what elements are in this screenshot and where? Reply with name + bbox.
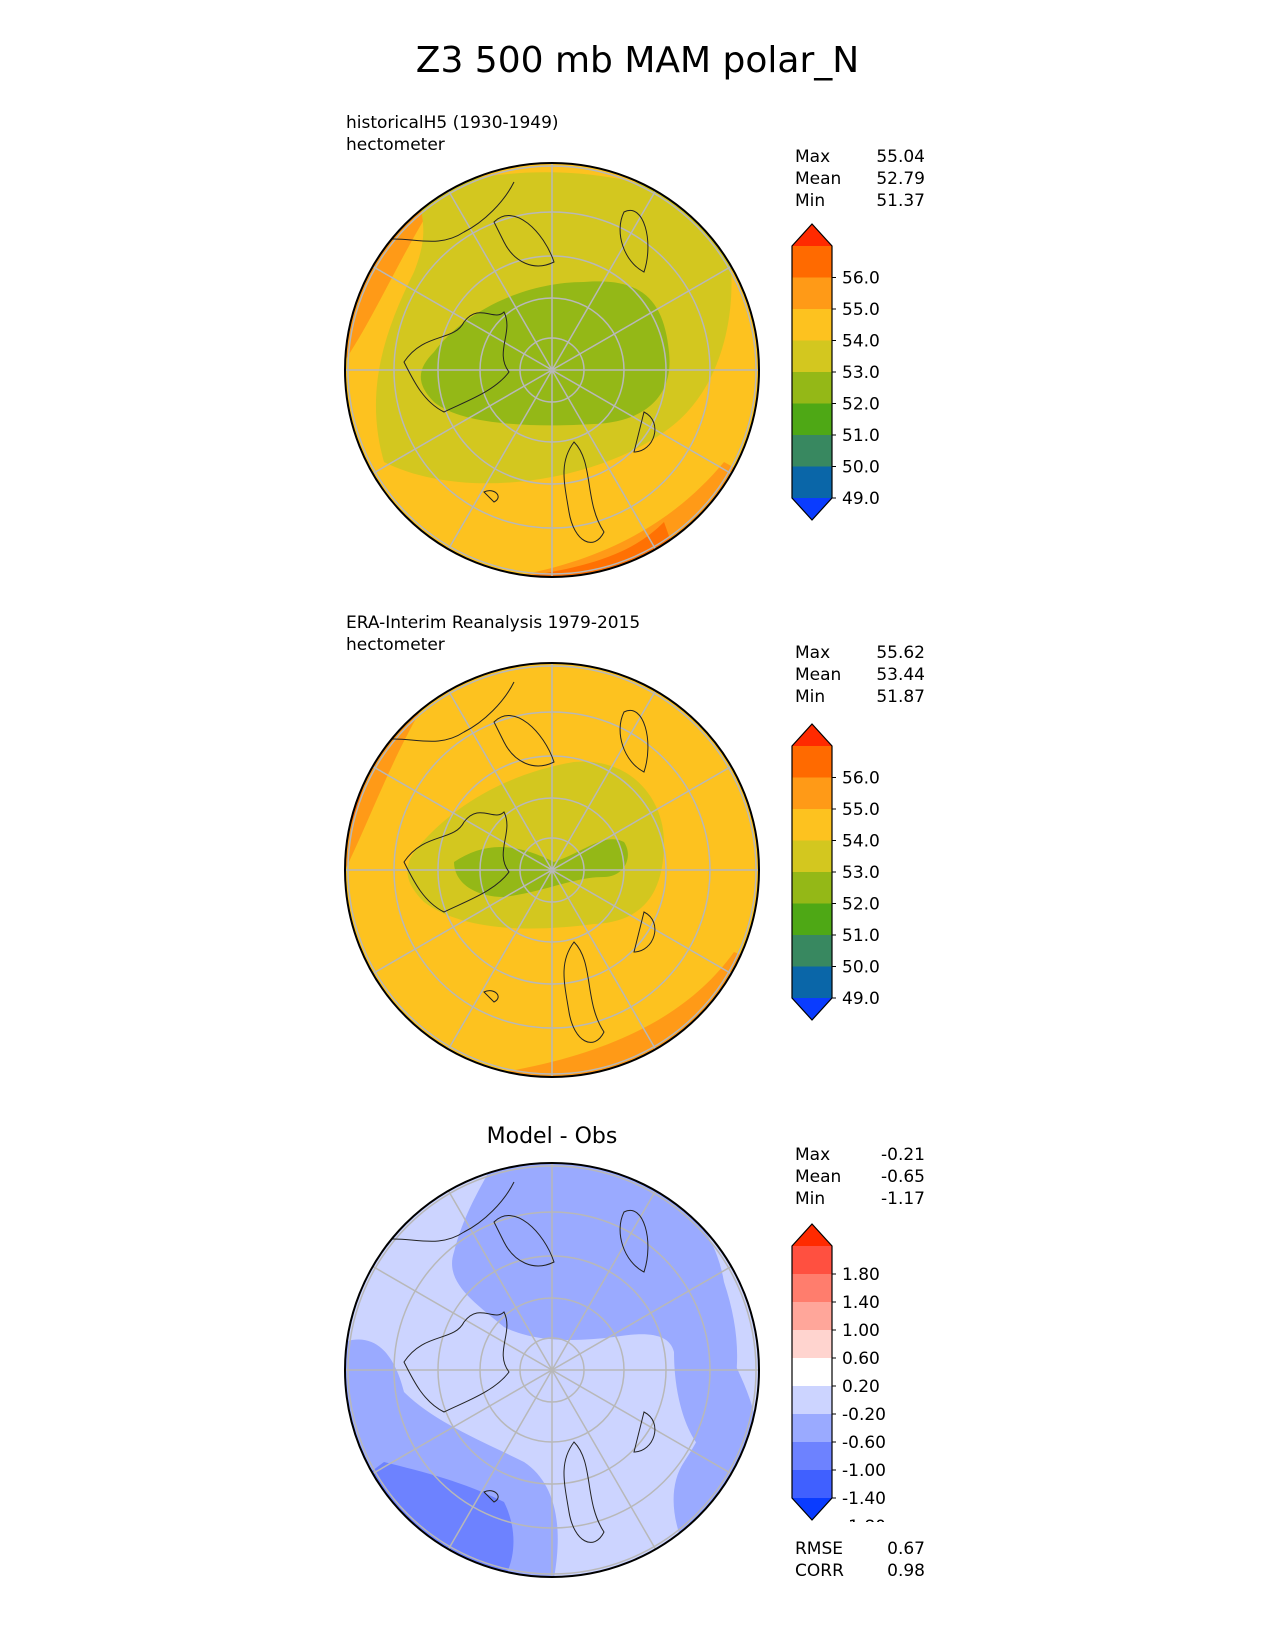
panel-3-map-border (344, 1162, 760, 1578)
panel-2-colorbar-tick-label: 50.0 (842, 958, 880, 978)
panel-3-colorbar-tick-label: 1.00 (842, 1321, 880, 1341)
panel-3-colorbar-segment (792, 1274, 832, 1303)
panel-2-case-name: ERA-Interim Reanalysis 1979-2015 (346, 613, 641, 633)
panel-2-colorbar-tick-label: 52.0 (842, 895, 880, 915)
panel-2-colorbar-segment (792, 966, 832, 999)
panel-2-units: hectometer (346, 635, 445, 655)
panel-1-colorbar-tick-label: 49.0 (842, 489, 880, 509)
panel-3-stats: Max -0.21 Mean -0.65 Min -1.17 (795, 1144, 925, 1210)
panel-1-stat-mean: Mean 52.79 (795, 169, 925, 189)
panel-3-colorbar-tick-label: 0.20 (842, 1377, 880, 1397)
panel-3-title: Model - Obs (486, 1124, 618, 1149)
panel-2-colorbar-tick-label: 48.0 (842, 1021, 880, 1023)
panel-1-colorbar-segment (792, 309, 832, 341)
panel-3-stat-mean: Mean -0.65 (795, 1167, 925, 1187)
panel-1-colorbar-tick-label: 56.0 (842, 269, 880, 289)
panel-2-colorbar-tick-label: 53.0 (842, 863, 880, 883)
panel-1-colorbar-segment (792, 403, 832, 436)
panel-1-colorbar-tick-label: 48.0 (842, 521, 880, 523)
panel-1-colorbar-extend-max (792, 224, 832, 246)
panel-3-metric-corr: CORR 0.98 (795, 1561, 925, 1581)
panel-1-colorbar-segment (792, 246, 832, 278)
panel-3-colorbar-extend-min (792, 1498, 832, 1520)
panel-3-colorbar-tick-label: -1.00 (842, 1461, 886, 1481)
panel-3-colorbar-segment (792, 1386, 832, 1415)
panel-3-colorbar-tick-label: -0.20 (842, 1405, 886, 1425)
panel-3-colorbar-segment (792, 1358, 832, 1387)
panel-3-colorbar-tick-label: 0.60 (842, 1349, 880, 1369)
panel-3-colorbar-tick-label: 1.80 (842, 1265, 880, 1285)
panel-1-colorbar-segment (792, 435, 832, 467)
panel-3-colorbar-tick-label: -1.80 (842, 1517, 886, 1522)
panel-2-colorbar-tick-label: 51.0 (842, 926, 880, 946)
panel-3-colorbar-tick-label: -1.40 (842, 1489, 886, 1509)
panel-2-colorbar-tick-label: 54.0 (842, 832, 880, 852)
panel-2-stat-min: Min 51.87 (795, 687, 925, 707)
panel-2-stats: Max 55.62 Mean 53.44 Min 51.87 (795, 642, 925, 708)
panel-1-colorbar-tick-label: 54.0 (842, 332, 880, 352)
panel-1-colorbar-tick-label: 53.0 (842, 363, 880, 383)
panel-3-colorbar-segment (792, 1302, 832, 1331)
panel-3-colorbar-segment (792, 1442, 832, 1471)
panel-2-colorbar-segment (792, 809, 832, 841)
panel-2-colorbar-segment (792, 935, 832, 967)
panel-2-colorbar-segment (792, 903, 832, 936)
panel-3-colorbar-segment (792, 1330, 832, 1359)
panel-1-map-border (344, 162, 760, 578)
panel-3-stat-min: Min -1.17 (795, 1189, 925, 1209)
panel-1-stats: Max 55.04 Mean 52.79 Min 51.37 (795, 146, 925, 212)
panel-3-colorbar: 1.80 1.40 1.00 0.60 0.20 -0.20 -0.60 -1.00 -1.40… (791, 1223, 886, 1522)
panel-3-polar-map (344, 1162, 760, 1578)
panel-3-colorbar-tick-label: 1.40 (842, 1293, 880, 1313)
panel-2-coastlines (373, 681, 656, 1043)
panel-3-metrics: RMSE 0.67 CORR 0.98 (795, 1538, 925, 1582)
panel-2-colorbar-extend-max (792, 724, 832, 746)
panel-2-colorbar-segment (792, 872, 832, 904)
panel-1-colorbar-extend-min (792, 498, 832, 520)
panel-3-colorbar-segment (792, 1470, 832, 1499)
panel-1-colorbar-segment (792, 372, 832, 404)
panel-2-label: ERA-Interim Reanalysis 1979-2015 hectome… (346, 612, 640, 656)
panel-2-stat-mean: Mean 53.44 (795, 665, 925, 685)
panel-1-colorbar-tick-label: 50.0 (842, 458, 880, 478)
panel-2-colorbar-extend-min (792, 998, 832, 1020)
panel-3-stat-max: Max -0.21 (795, 1145, 925, 1165)
panel-2-polar-map (344, 662, 760, 1078)
panel-3-coastlines (373, 1181, 656, 1543)
panel-2-colorbar-segment (792, 777, 832, 810)
panel-2-colorbar-segment (792, 840, 832, 873)
panel-2-stat-max: Max 55.62 (795, 643, 925, 663)
panel-3-metric-rmse: RMSE 0.67 (795, 1539, 925, 1559)
panel-1-case-name: historicalH5 (1930-1949) (346, 113, 559, 133)
panel-3-colorbar-tick-label: -0.60 (842, 1433, 886, 1453)
panel-1-polar-map (344, 162, 760, 578)
panel-2-colorbar-tick-label: 55.0 (842, 800, 880, 820)
panel-1-colorbar-tick-label: 52.0 (842, 395, 880, 415)
panel-1-colorbar-tick-label: 55.0 (842, 300, 880, 320)
panel-1-units: hectometer (346, 135, 445, 155)
panel-3-graticule (345, 1163, 759, 1577)
panel-3-field-m100-m060-north (452, 1163, 738, 1452)
panel-2-colorbar-tick-label: 56.0 (842, 769, 880, 789)
panel-1-colorbar: 56.0 55.0 54.0 53.0 52.0 51.0 50.0 49.0 48.0 (791, 223, 880, 523)
panel-1-colorbar-segment (792, 466, 832, 499)
panel-1-colorbar-segment (792, 340, 832, 373)
panel-2-colorbar-segment (792, 746, 832, 778)
panel-1-stat-min: Min 51.37 (795, 191, 925, 211)
panel-1-stat-max: Max 55.04 (795, 147, 925, 167)
panel-1-coastlines (373, 181, 656, 543)
panel-3-colorbar-segment (792, 1414, 832, 1443)
panel-3-colorbar-extend-max (792, 1224, 832, 1246)
panel-2-map-border (344, 662, 760, 1078)
panel-2-colorbar: 56.0 55.0 54.0 53.0 52.0 51.0 50.0 49.0 48.0 (791, 723, 880, 1023)
panel-2-colorbar-tick-label: 49.0 (842, 989, 880, 1009)
figure-title: Z3 500 mb MAM polar_N (415, 40, 860, 81)
panel-1-colorbar-tick-label: 51.0 (842, 426, 880, 446)
panel-2-field-51-52 (454, 839, 628, 897)
panel-3-colorbar-segment (792, 1246, 832, 1275)
panel-1-colorbar-segment (792, 277, 832, 310)
panel-1-label: historicalH5 (1930-1949) hectometer (346, 112, 559, 156)
